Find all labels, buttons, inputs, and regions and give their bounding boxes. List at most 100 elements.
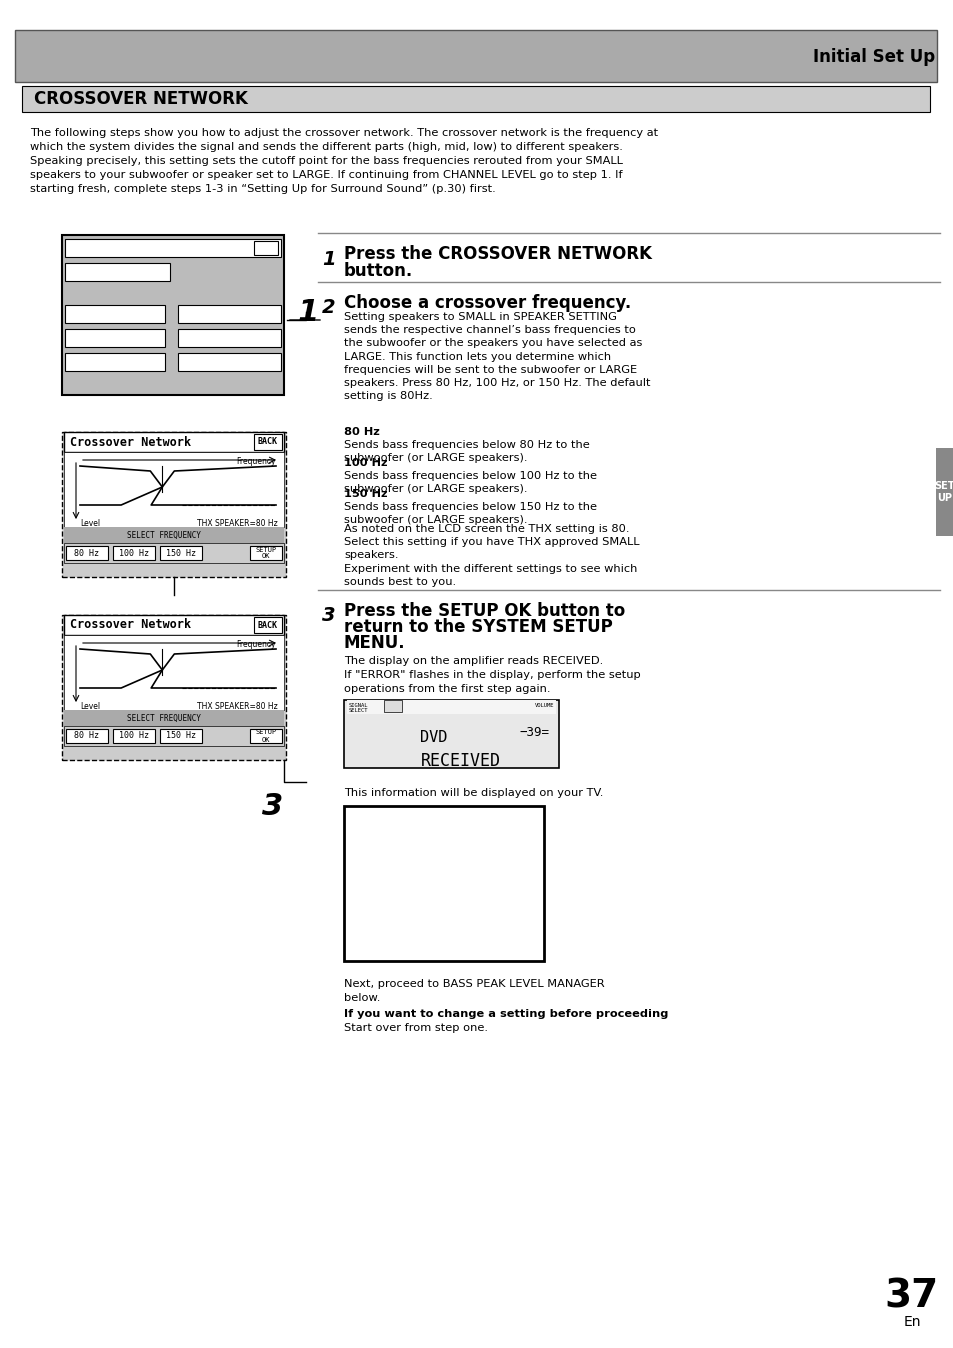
Text: Sends bass frequencies below 150 Hz to the
subwoofer (or LARGE speakers).: Sends bass frequencies below 150 Hz to t… — [344, 501, 597, 526]
Text: Choose a crossover frequency.: Choose a crossover frequency. — [344, 294, 631, 311]
Text: Crossover Network: Crossover Network — [70, 619, 191, 631]
Bar — [178, 305, 281, 324]
Bar — [64, 543, 284, 563]
Bar — [935, 448, 953, 537]
Text: En: En — [902, 1316, 920, 1329]
Text: 80 Hz: 80 Hz — [344, 427, 379, 437]
Bar — [62, 235, 284, 395]
Text: The following steps show you how to adjust the crossover network. The crossover : The following steps show you how to adju… — [30, 128, 658, 137]
Text: RECEIVED: RECEIVED — [420, 752, 500, 770]
Text: Experiment with the different settings to see which
sounds best to you.: Experiment with the different settings t… — [344, 563, 637, 588]
Bar — [22, 86, 929, 112]
Text: 150 Hz: 150 Hz — [166, 549, 195, 558]
Bar — [253, 434, 282, 450]
Text: Press the SETUP OK button to: Press the SETUP OK button to — [344, 603, 624, 620]
Bar — [384, 700, 401, 712]
Text: 3: 3 — [322, 607, 335, 625]
Text: SIGNAL
SELECT: SIGNAL SELECT — [349, 704, 368, 713]
Text: If you want to change a setting before proceeding: If you want to change a setting before p… — [344, 1010, 668, 1019]
Text: which the system divides the signal and sends the different parts (high, mid, lo: which the system divides the signal and … — [30, 142, 622, 152]
Bar — [66, 546, 108, 559]
Bar — [250, 729, 282, 743]
Bar — [112, 546, 154, 559]
Bar — [250, 546, 282, 559]
Text: Crossover Network: Crossover Network — [70, 435, 191, 449]
Bar — [62, 615, 286, 760]
Text: Frequency: Frequency — [236, 640, 275, 648]
Text: As noted on the LCD screen the THX setting is 80.
Select this setting if you hav: As noted on the LCD screen the THX setti… — [344, 524, 639, 561]
Text: DVD: DVD — [420, 731, 447, 745]
Text: BACK: BACK — [257, 620, 277, 630]
Bar — [65, 353, 165, 371]
Bar — [65, 305, 165, 324]
Text: Level: Level — [80, 702, 100, 710]
Bar — [178, 329, 281, 346]
Bar — [65, 329, 165, 346]
Bar — [344, 806, 543, 961]
Bar — [64, 431, 284, 452]
Text: 2: 2 — [163, 617, 185, 646]
Text: Sends bass frequencies below 80 Hz to the
subwoofer (or LARGE speakers).: Sends bass frequencies below 80 Hz to th… — [344, 439, 589, 464]
Text: operations from the first step again.: operations from the first step again. — [344, 683, 550, 694]
Text: 150 Hz: 150 Hz — [166, 732, 195, 740]
Text: THX SPEAKER=80 Hz: THX SPEAKER=80 Hz — [197, 702, 277, 710]
Text: Setting speakers to SMALL in SPEAKER SETTING
sends the respective channel’s bass: Setting speakers to SMALL in SPEAKER SET… — [344, 311, 650, 402]
Bar — [64, 635, 284, 710]
Text: Next, proceed to BASS PEAK LEVEL MANAGER: Next, proceed to BASS PEAK LEVEL MANAGER — [344, 979, 604, 989]
Bar — [178, 353, 281, 371]
Bar — [64, 452, 284, 527]
Text: SETUP
OK: SETUP OK — [255, 729, 276, 743]
Text: SETUP
OK: SETUP OK — [255, 546, 276, 559]
Text: CROSSOVER NETWORK: CROSSOVER NETWORK — [34, 90, 248, 108]
Text: 37: 37 — [884, 1277, 938, 1316]
Text: The display on the amplifier reads RECEIVED.: The display on the amplifier reads RECEI… — [344, 656, 602, 666]
Bar — [160, 546, 202, 559]
Text: 100 Hz: 100 Hz — [119, 732, 149, 740]
Text: MENU.: MENU. — [344, 634, 405, 652]
Bar — [66, 729, 108, 743]
Bar — [347, 700, 556, 714]
Text: SET
UP: SET UP — [934, 481, 953, 503]
Text: Speaking precisely, this setting sets the cutoff point for the bass frequencies : Speaking precisely, this setting sets th… — [30, 156, 622, 166]
Bar — [253, 617, 282, 634]
Text: THX SPEAKER=80 Hz: THX SPEAKER=80 Hz — [197, 519, 277, 528]
Bar — [253, 241, 277, 255]
Text: BACK: BACK — [257, 438, 277, 446]
Text: Initial Set Up: Initial Set Up — [812, 49, 934, 66]
Text: 80 Hz: 80 Hz — [74, 549, 99, 558]
Bar — [160, 729, 202, 743]
Text: 100 Hz: 100 Hz — [119, 549, 149, 558]
Text: This information will be displayed on your TV.: This information will be displayed on yo… — [344, 789, 602, 798]
Text: below.: below. — [344, 993, 380, 1003]
Text: speakers to your subwoofer or speaker set to LARGE. If continuing from CHANNEL L: speakers to your subwoofer or speaker se… — [30, 170, 622, 181]
Text: 3: 3 — [262, 793, 283, 821]
Text: If "ERROR" flashes in the display, perform the setup: If "ERROR" flashes in the display, perfo… — [344, 670, 640, 679]
Bar — [64, 710, 284, 727]
Bar — [15, 30, 936, 82]
Bar — [344, 700, 558, 768]
Bar — [62, 431, 286, 577]
Bar — [64, 527, 284, 543]
Text: Press the CROSSOVER NETWORK: Press the CROSSOVER NETWORK — [344, 245, 651, 263]
Bar — [112, 729, 154, 743]
Text: −39=: −39= — [518, 727, 548, 739]
Text: 150 Hz: 150 Hz — [344, 489, 387, 499]
Bar — [64, 615, 284, 635]
Bar — [64, 727, 284, 745]
Bar — [65, 263, 170, 280]
Text: button.: button. — [344, 262, 413, 280]
Text: 2: 2 — [322, 298, 335, 317]
Text: starting fresh, complete steps 1-3 in “Setting Up for Surround Sound” (p.30) fir: starting fresh, complete steps 1-3 in “S… — [30, 183, 496, 194]
Text: return to the SYSTEM SETUP: return to the SYSTEM SETUP — [344, 617, 612, 636]
Text: 100 Hz: 100 Hz — [344, 458, 387, 468]
Text: 80 Hz: 80 Hz — [74, 732, 99, 740]
Bar — [65, 239, 281, 257]
Text: Start over from step one.: Start over from step one. — [344, 1023, 488, 1033]
Text: 1: 1 — [297, 298, 319, 328]
Text: VOLUME: VOLUME — [534, 704, 554, 708]
Text: Level: Level — [80, 519, 100, 528]
Text: Sends bass frequencies below 100 Hz to the
subwoofer (or LARGE speakers).: Sends bass frequencies below 100 Hz to t… — [344, 470, 597, 495]
Text: 1: 1 — [322, 249, 335, 270]
Text: SELECT FREQUENCY: SELECT FREQUENCY — [127, 713, 201, 723]
Text: SELECT FREQUENCY: SELECT FREQUENCY — [127, 531, 201, 539]
